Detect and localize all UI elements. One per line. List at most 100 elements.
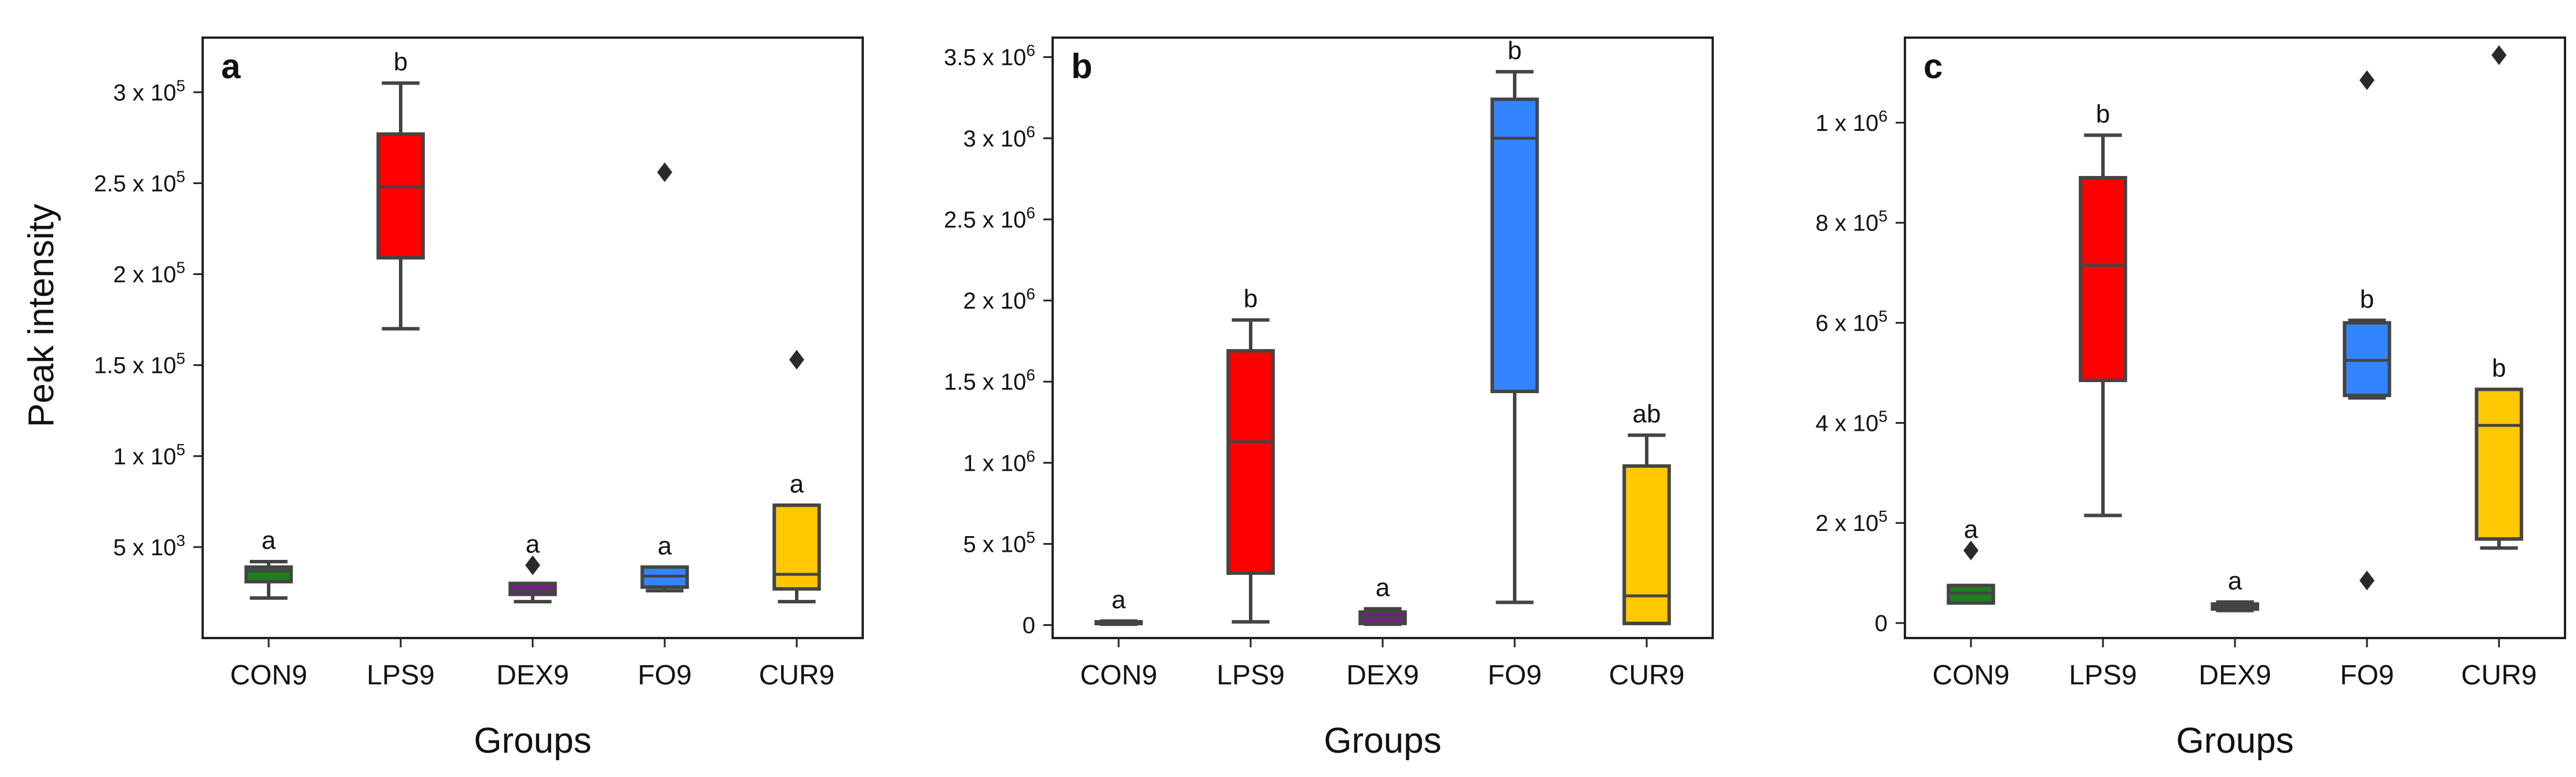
y-tick-label: 5 x 103 (113, 532, 185, 560)
panel-letter: b (1071, 47, 1093, 86)
y-tick-base: 6 x 10 (1815, 311, 1878, 336)
y-tick-label: 1 x 106 (1815, 107, 1888, 136)
significance-letter: b (1244, 285, 1258, 313)
y-tick-label: 6 x 105 (1815, 307, 1888, 336)
y-tick-exponent: 5 (176, 350, 185, 368)
y-tick-base: 2.5 x 10 (94, 171, 176, 196)
y-tick-label: 2 x 105 (1815, 507, 1888, 536)
y-tick-base: 1.5 x 10 (94, 353, 176, 379)
x-axis-title: Groups (2176, 721, 2293, 761)
y-tick-base: 5 x 10 (113, 535, 176, 560)
y-tick-base: 2 x 10 (963, 288, 1026, 314)
y-tick-label: 3.5 x 106 (944, 42, 1035, 71)
y-tick-exponent: 6 (1026, 447, 1035, 465)
significance-letter: b (2360, 285, 2374, 313)
significance-letter: b (2492, 354, 2506, 383)
x-tick-label-dex9: DEX9 (2198, 660, 2271, 691)
y-tick-base: 1 x 10 (963, 450, 1026, 476)
box-dex9: a (1358, 574, 1407, 626)
x-tick-label-dex9: DEX9 (496, 660, 569, 691)
box-iqr (1490, 97, 1539, 393)
y-tick-label: 1 x 106 (963, 447, 1035, 476)
y-tick-base: 5 x 10 (963, 532, 1026, 557)
x-axis-title: Groups (474, 721, 591, 761)
x-tick-label-fo9: FO9 (1487, 660, 1541, 691)
box-iqr (1622, 464, 1671, 625)
outlier-point (657, 162, 672, 182)
y-tick-exponent: 6 (1026, 42, 1035, 60)
significance-letter: a (1112, 586, 1126, 614)
y-tick-exponent: 6 (1026, 285, 1035, 303)
significance-letter: a (790, 470, 804, 499)
y-tick-label: 5 x 105 (963, 528, 1035, 557)
significance-letter: a (526, 530, 540, 558)
y-tick-base: 1 x 10 (1815, 111, 1878, 136)
y-tick-label: 0 (1023, 613, 1035, 639)
box-iqr (244, 565, 293, 584)
plot-frame (1051, 36, 1714, 639)
box-lps9: b (2079, 100, 2127, 518)
y-tick-exponent: 6 (1026, 204, 1035, 222)
y-tick-exponent: 5 (1878, 307, 1888, 325)
y-tick-base: 2 x 10 (113, 262, 176, 288)
box-dex9: a (508, 530, 557, 604)
panel-letter: c (1923, 47, 1943, 86)
x-tick-label-con9: CON9 (1080, 660, 1157, 691)
y-tick-exponent: 5 (176, 441, 185, 459)
box-cur9: ab (1622, 400, 1671, 625)
box-fo9: b (2343, 70, 2391, 591)
significance-letter: a (1964, 515, 1978, 544)
x-tick-label-cur9: CUR9 (2461, 660, 2537, 691)
y-tick-label: 2 x 105 (113, 259, 185, 288)
y-tick-exponent: 5 (1878, 207, 1888, 225)
box-iqr (376, 132, 425, 260)
box-lps9: b (1226, 285, 1275, 624)
y-tick-base: 8 x 10 (1815, 211, 1878, 236)
plot-frame (1904, 36, 2566, 639)
y-tick-base: 2 x 10 (1815, 511, 1878, 536)
y-axis-title: Peak intensity (21, 204, 61, 427)
significance-letter: a (1376, 574, 1390, 602)
x-tick-label-fo9: FO9 (637, 660, 691, 691)
y-tick-label: 1 x 105 (113, 441, 185, 470)
y-tick-exponent: 5 (176, 76, 185, 94)
x-axis-title: Groups (1324, 721, 1441, 761)
significance-letter: ab (1633, 400, 1661, 428)
box-cur9: b (2475, 45, 2523, 550)
y-tick-label: 0 (1875, 611, 1888, 636)
significance-letter: a (2228, 567, 2242, 595)
x-tick-label-dex9: DEX9 (1346, 660, 1419, 691)
y-tick-label: 4 x 105 (1815, 407, 1888, 436)
outlier-point (525, 555, 540, 576)
significance-letter: a (658, 532, 672, 560)
box-fo9: a (640, 162, 689, 593)
x-tick-label-lps9: LPS9 (1216, 660, 1284, 691)
box-iqr (2475, 387, 2523, 541)
box-dex9: a (2211, 567, 2259, 613)
y-tick-label: 1.5 x 105 (94, 350, 185, 379)
y-tick-base: 3 x 10 (963, 126, 1026, 152)
panel-letter: a (221, 47, 241, 86)
y-tick-base: 4 x 10 (1815, 411, 1878, 436)
box-iqr (2079, 175, 2127, 382)
x-tick-label-con9: CON9 (1932, 660, 2009, 691)
y-tick-exponent: 5 (176, 259, 185, 277)
box-lps9: b (376, 48, 425, 331)
y-tick-label: 2.5 x 106 (944, 204, 1035, 233)
significance-letter: a (262, 526, 276, 555)
y-tick-exponent: 6 (1026, 123, 1035, 141)
y-tick-exponent: 5 (1878, 507, 1888, 525)
x-tick-label-cur9: CUR9 (759, 660, 835, 691)
box-fo9: b (1490, 36, 1539, 604)
x-tick-label-con9: CON9 (230, 660, 307, 691)
y-tick-base: 3.5 x 10 (944, 45, 1026, 71)
box-con9: a (1094, 586, 1143, 626)
y-tick-base: 1.5 x 10 (944, 369, 1026, 395)
box-con9: a (1947, 515, 1995, 605)
y-tick-label: 3 x 106 (963, 123, 1035, 152)
significance-letter: b (2096, 100, 2110, 129)
y-tick-base: 0 (1875, 611, 1888, 636)
y-tick-base: 1 x 10 (113, 444, 176, 470)
